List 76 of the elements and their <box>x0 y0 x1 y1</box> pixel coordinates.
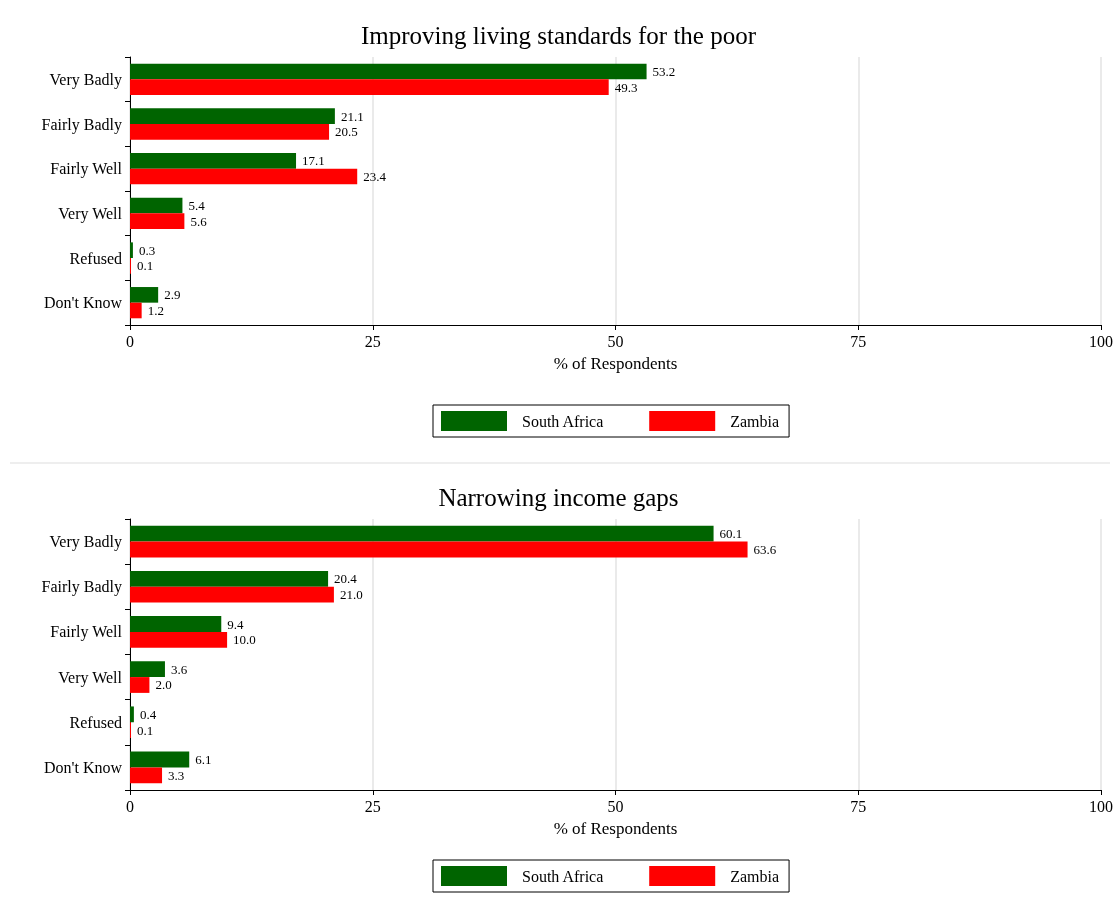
x-tick-label: 50 <box>607 332 624 350</box>
x-tick-label: 0 <box>126 332 134 350</box>
data-label: 2.9 <box>164 287 181 303</box>
bar <box>130 108 335 124</box>
data-label: 60.1 <box>719 526 743 542</box>
data-label: 53.2 <box>652 64 676 80</box>
bar <box>130 661 165 678</box>
x-axis-title: % of Respondents <box>553 819 678 838</box>
y-tick-label: Very Badly <box>49 533 122 552</box>
data-label: 21.1 <box>340 108 364 124</box>
bar <box>130 63 647 80</box>
data-label: 17.1 <box>302 153 325 169</box>
x-tick-label: 75 <box>850 797 867 815</box>
chart-title: Narrowing income gaps <box>438 484 679 511</box>
y-tick-label: Don't Know <box>44 758 123 776</box>
data-label: 49.3 <box>614 79 638 95</box>
y-tick-label: Fairly Well <box>50 623 123 642</box>
bar <box>130 168 358 185</box>
bar <box>130 213 185 229</box>
bar <box>130 631 228 648</box>
bar <box>130 153 297 169</box>
data-label: 0.4 <box>139 706 157 722</box>
data-label: 20.4 <box>334 571 358 587</box>
data-label: 1.2 <box>147 302 164 318</box>
bar <box>130 302 142 319</box>
bar <box>130 525 714 542</box>
data-label: 23.4 <box>363 168 387 184</box>
y-tick-label: Don't Know <box>44 294 123 312</box>
legend-label: South Africa <box>522 867 604 885</box>
bar <box>130 706 134 723</box>
data-label: 5.6 <box>190 213 208 229</box>
data-label: 20.5 <box>335 124 358 140</box>
bar <box>130 586 334 603</box>
bar <box>130 541 748 558</box>
x-tick-label: 75 <box>850 332 867 350</box>
legend-label: Zambia <box>730 412 780 430</box>
data-label: 9.4 <box>227 616 245 632</box>
chart-title: Improving living standards for the poor <box>360 22 757 49</box>
y-tick-label: Refused <box>69 713 122 731</box>
data-label: 2.0 <box>155 677 172 693</box>
data-label: 0.1 <box>136 258 154 274</box>
bar <box>130 767 163 784</box>
bar <box>130 124 330 140</box>
data-label: 21.0 <box>339 587 363 603</box>
bar <box>130 197 183 214</box>
data-label: 3.3 <box>168 767 185 783</box>
x-axis-title: % of Respondents <box>553 354 678 373</box>
legend-label: South Africa <box>522 412 604 430</box>
data-label: 3.6 <box>170 661 188 677</box>
y-tick-label: Refused <box>69 249 122 267</box>
data-label: 63.6 <box>753 541 777 557</box>
x-tick-label: 100 <box>1089 797 1113 815</box>
y-tick-label: Fairly Badly <box>41 115 122 134</box>
x-tick-label: 0 <box>126 797 134 815</box>
y-tick-label: Very Well <box>58 668 123 687</box>
bar <box>130 616 222 632</box>
x-tick-label: 100 <box>1089 332 1113 350</box>
data-label: 0.1 <box>136 722 154 738</box>
y-tick-label: Fairly Badly <box>41 578 122 597</box>
bar <box>130 751 190 768</box>
x-tick-label: 25 <box>364 797 381 815</box>
x-tick-label: 25 <box>364 332 381 350</box>
bar <box>130 570 329 587</box>
y-tick-label: Very Well <box>58 204 123 223</box>
data-label: 0.3 <box>138 242 156 258</box>
bar <box>130 242 133 258</box>
bar <box>130 79 609 95</box>
data-label: 6.1 <box>195 752 212 768</box>
legend-label: Zambia <box>730 867 780 885</box>
data-label: 10.0 <box>233 632 256 648</box>
x-tick-label: 50 <box>607 797 624 815</box>
y-tick-label: Very Badly <box>49 70 122 89</box>
y-tick-label: Fairly Well <box>50 160 123 179</box>
data-label: 5.4 <box>188 198 206 214</box>
bar <box>130 287 159 303</box>
bar <box>130 677 150 693</box>
